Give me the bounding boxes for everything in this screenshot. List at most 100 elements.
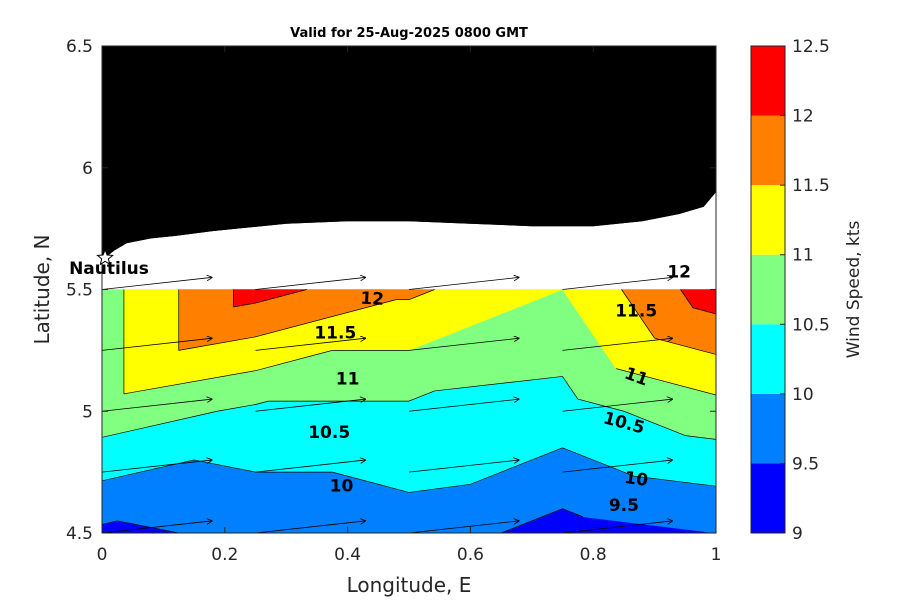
colorbar-tick-label: 11: [792, 246, 814, 266]
colorbar-tick-label: 9.5: [792, 454, 819, 474]
wind-arrow: [102, 521, 213, 533]
y-tick-label: 5: [82, 402, 93, 422]
contour-label: 12: [667, 262, 691, 282]
wind-arrow: [562, 399, 674, 412]
contour-line: [408, 483, 471, 493]
contour-label: 12: [360, 289, 385, 310]
contour-line: [408, 390, 435, 402]
colorbar-swatch: [751, 463, 785, 533]
contour-label: 11.5: [314, 323, 356, 343]
contour-line: [434, 376, 563, 392]
colorbar-swatch: [751, 115, 785, 186]
chart-title: Valid for 25-Aug-2025 0800 GMT: [290, 26, 528, 41]
wind-arrow: [408, 277, 520, 290]
wind-arrow: [255, 399, 367, 412]
y-tick-label: 6.5: [66, 37, 93, 57]
wind-arrow: [255, 338, 367, 351]
wind-arrow: [562, 277, 674, 290]
contour-line: [255, 299, 397, 338]
contour-line: [332, 471, 410, 493]
contour-label: 9.5: [609, 496, 639, 516]
contour-line: [577, 398, 624, 412]
contour-line: [654, 337, 716, 355]
colorbar-tick-label: 12.5: [792, 37, 830, 57]
contour-line: [102, 520, 118, 525]
contour-label: 11.5: [615, 301, 657, 321]
contour-line: [680, 289, 694, 308]
land-area: [102, 46, 716, 290]
wind-arrow: [408, 460, 520, 473]
contour-line: [562, 508, 584, 518]
contour-line: [562, 447, 635, 477]
wind-arrow: [102, 277, 213, 290]
wind-arrow: [102, 338, 213, 351]
wind-arrow: [255, 277, 367, 290]
colorbar-tick-label: 10: [792, 385, 814, 405]
x-tick-label: 0: [97, 545, 108, 565]
colorbar-frame: [750, 45, 786, 534]
contour-line: [470, 447, 563, 485]
contour-line: [562, 376, 579, 400]
wind-arrows: [102, 277, 673, 533]
contour-line: [123, 370, 256, 395]
colorbar-swatch: [751, 324, 785, 394]
y-tick-label: 4.5: [66, 524, 93, 544]
colorbar-label: Wind Speed, kts: [844, 221, 864, 359]
contour-line: [616, 368, 716, 396]
contour-label: 10: [330, 477, 354, 497]
wind-arrow: [102, 399, 213, 412]
x-tick-label: 0.6: [457, 545, 484, 565]
colorbar-swatch: [751, 185, 785, 255]
filled-contours: [102, 288, 716, 533]
y-tick-label: 6: [82, 159, 93, 179]
wind-arrow: [255, 460, 367, 473]
wind-arrow: [562, 521, 674, 533]
contour-line: [255, 350, 333, 372]
contour-line: [408, 289, 435, 300]
colorbar-tick-label: 12: [792, 107, 814, 127]
contour-line: [255, 289, 307, 304]
x-tick-label: 1: [711, 545, 722, 565]
wind-arrow: [408, 338, 520, 351]
station-marker: [96, 248, 114, 266]
colorbar-tick-label: 10.5: [792, 315, 830, 335]
contour-line: [117, 520, 179, 533]
contour-line: [692, 307, 716, 315]
contour-line: [621, 289, 655, 339]
colorbar-swatch: [751, 46, 785, 116]
x-tick-label: 0.8: [580, 545, 607, 565]
wind-arrow: [408, 399, 520, 412]
colorbar-swatch: [751, 254, 785, 325]
station-label: Nautilus: [69, 259, 149, 279]
wind-arrow: [255, 521, 367, 533]
colorbar-tick-label: 11.5: [792, 176, 830, 196]
axes: 0 0.2 0.4 0.6 0.8 1 4.5 5 5.5 6 6.5: [66, 37, 721, 565]
colorbar-tick-label: 9: [792, 524, 803, 544]
contour-line: [623, 410, 686, 436]
contour-line: [255, 400, 269, 405]
colorbar: 9 9.5 10 10.5 11 11.5 12 12.5: [750, 37, 830, 544]
contour-label: 10.5: [308, 423, 350, 443]
contour-line: [194, 459, 256, 473]
contour-line: [102, 410, 218, 438]
contour-line: [634, 475, 716, 487]
wind-arrow: [102, 460, 213, 473]
y-axis-label: Latitude, N: [30, 235, 54, 345]
y-tick-label: 5.5: [66, 281, 93, 301]
contour-label: 10: [623, 468, 649, 491]
colorbar-swatch: [751, 393, 785, 464]
wind-arrow: [408, 521, 520, 533]
contour-line: [685, 435, 716, 440]
contour-line: [500, 508, 563, 533]
wind-arrow: [562, 338, 674, 351]
wind-arrow: [562, 460, 674, 473]
x-tick-label: 0.4: [334, 545, 361, 565]
contour-label: 11: [336, 370, 360, 390]
contour-line: [178, 336, 256, 351]
x-axis-label: Longitude, E: [347, 573, 472, 597]
contour-line: [233, 302, 256, 308]
x-tick-label: 0.2: [211, 545, 238, 565]
